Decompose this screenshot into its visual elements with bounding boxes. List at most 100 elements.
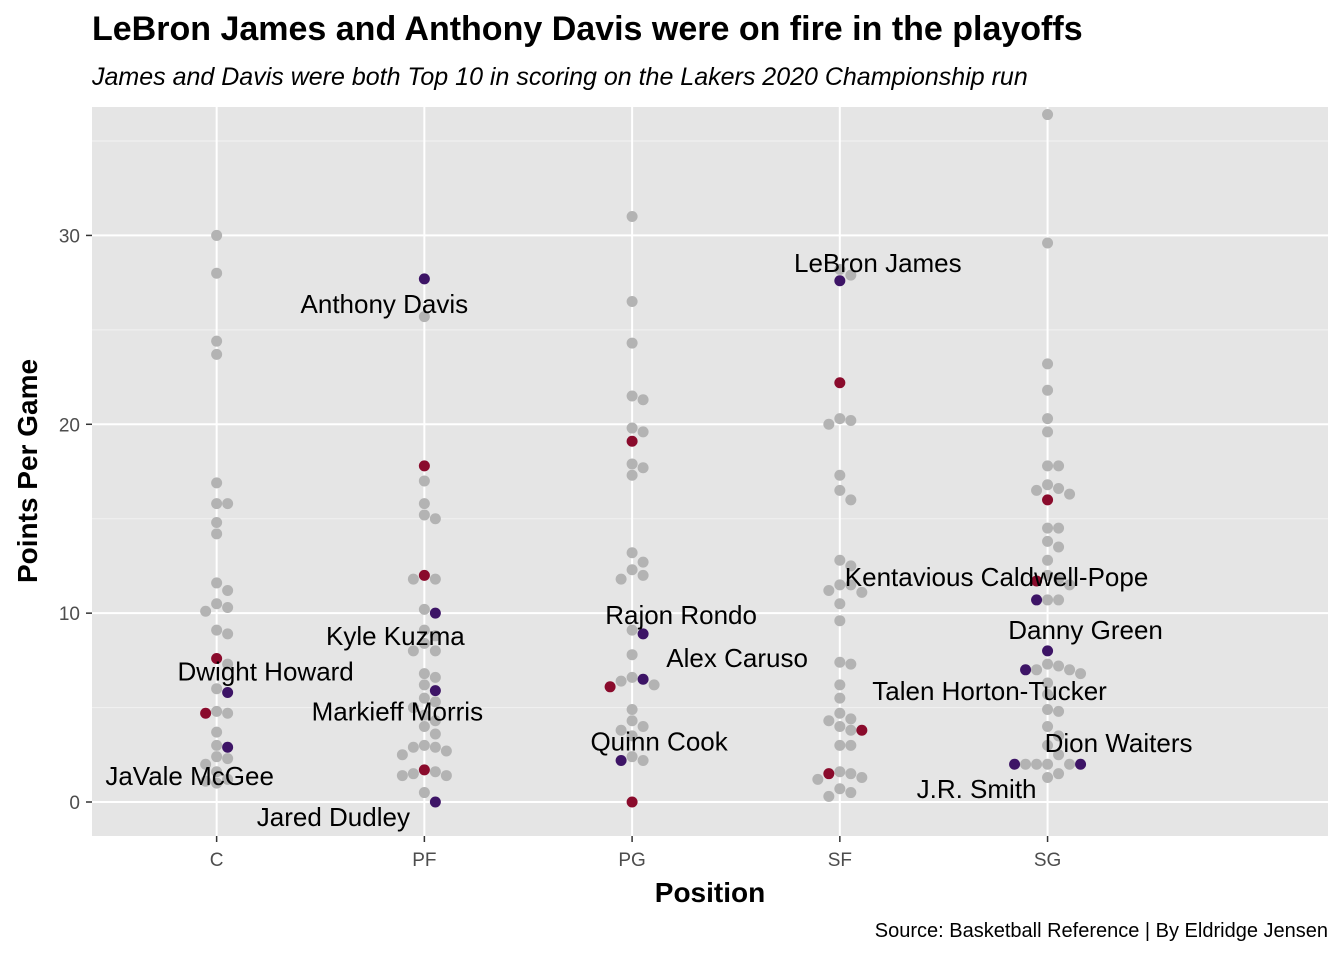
lakers-point (200, 707, 212, 719)
chart-subtitle: James and Davis were both Top 10 in scor… (92, 63, 1028, 91)
player-point (834, 615, 846, 627)
player-point (845, 269, 857, 281)
player-label: Quinn Cook (590, 726, 728, 756)
player-point (626, 458, 638, 470)
player-point (845, 494, 857, 506)
player-point (626, 649, 638, 661)
player-point (429, 573, 441, 585)
player-point (222, 584, 234, 596)
lakers-point (637, 673, 649, 685)
y-axis: 0 10 20 30 (59, 226, 92, 814)
lakers-point (1009, 758, 1021, 770)
player-label: Dwight Howard (177, 656, 353, 686)
x-tick-label: C (210, 850, 224, 871)
data-points (200, 109, 1087, 808)
lakers-point (1031, 594, 1043, 606)
player-point (429, 645, 441, 657)
lakers-point (823, 768, 835, 780)
x-tick-label: SF (828, 850, 852, 871)
player-point (626, 715, 638, 727)
player-point (211, 577, 223, 589)
player-point (637, 462, 649, 474)
x-tick-label: PF (412, 850, 436, 871)
player-point (1042, 426, 1054, 438)
player-point (222, 753, 234, 765)
plot-panel (92, 107, 1328, 836)
player-point (418, 720, 430, 732)
player-point (1020, 758, 1032, 770)
lakers-point (615, 754, 627, 766)
player-point (222, 773, 234, 785)
player-label: Anthony Davis (301, 289, 469, 319)
player-point (834, 579, 846, 591)
player-point (211, 229, 223, 241)
player-point (834, 707, 846, 719)
player-point (396, 749, 408, 761)
player-point (626, 211, 638, 223)
player-point (834, 783, 846, 795)
player-point (1053, 730, 1065, 742)
player-point (211, 528, 223, 540)
player-point (418, 787, 430, 799)
player-point (211, 598, 223, 610)
player-point (418, 668, 430, 680)
player-point (626, 671, 638, 683)
player-label: Kentavious Caldwell-Pope (845, 562, 1149, 592)
player-label: JaVale McGee (105, 761, 274, 791)
lakers-point (222, 741, 234, 753)
player-point (211, 766, 223, 778)
player-point (834, 692, 846, 704)
player-point (1042, 237, 1054, 249)
player-point (834, 554, 846, 566)
player-label: Markieff Morris (312, 697, 483, 727)
player-point (834, 656, 846, 668)
player-point (429, 741, 441, 753)
player-point (407, 645, 419, 657)
player-point (1042, 554, 1054, 566)
player-point (626, 390, 638, 402)
player-label: Alex Caruso (666, 643, 808, 673)
player-point (429, 696, 441, 708)
player-point (418, 475, 430, 487)
player-point (1042, 594, 1054, 606)
player-point (222, 628, 234, 640)
player-point (626, 469, 638, 481)
player-point (626, 422, 638, 434)
player-point (440, 770, 452, 782)
lakers-point (1031, 575, 1043, 587)
player-point (200, 775, 212, 787)
player-point (626, 730, 638, 742)
player-point (1042, 703, 1054, 715)
lakers-point (626, 435, 638, 447)
player-point (637, 556, 649, 568)
player-point (637, 720, 649, 732)
player-point (1042, 658, 1054, 670)
player-label: Dion Waiters (1045, 728, 1193, 758)
player-point (615, 724, 627, 736)
player-point (1042, 569, 1054, 581)
player-point (418, 498, 430, 510)
player-point (211, 739, 223, 751)
player-point (429, 671, 441, 683)
player-point (615, 675, 627, 687)
player-point (1042, 739, 1054, 751)
lakers-point (834, 275, 846, 287)
player-point (1042, 522, 1054, 534)
lakers-point (429, 796, 441, 808)
player-point (418, 509, 430, 521)
x-tick-label: PG (618, 850, 645, 871)
lakers-point (604, 681, 616, 693)
player-point (823, 715, 835, 727)
player-point (211, 705, 223, 717)
player-point (626, 337, 638, 349)
lakers-point (856, 724, 868, 736)
player-point (648, 679, 660, 691)
player-point (834, 484, 846, 496)
player-point (222, 498, 234, 510)
player-label: Rajon Rondo (605, 600, 757, 630)
player-point (211, 683, 223, 695)
lakers-point (1020, 664, 1032, 676)
x-tick-label: SG (1034, 850, 1061, 871)
player-point (1053, 594, 1065, 606)
player-point (637, 754, 649, 766)
